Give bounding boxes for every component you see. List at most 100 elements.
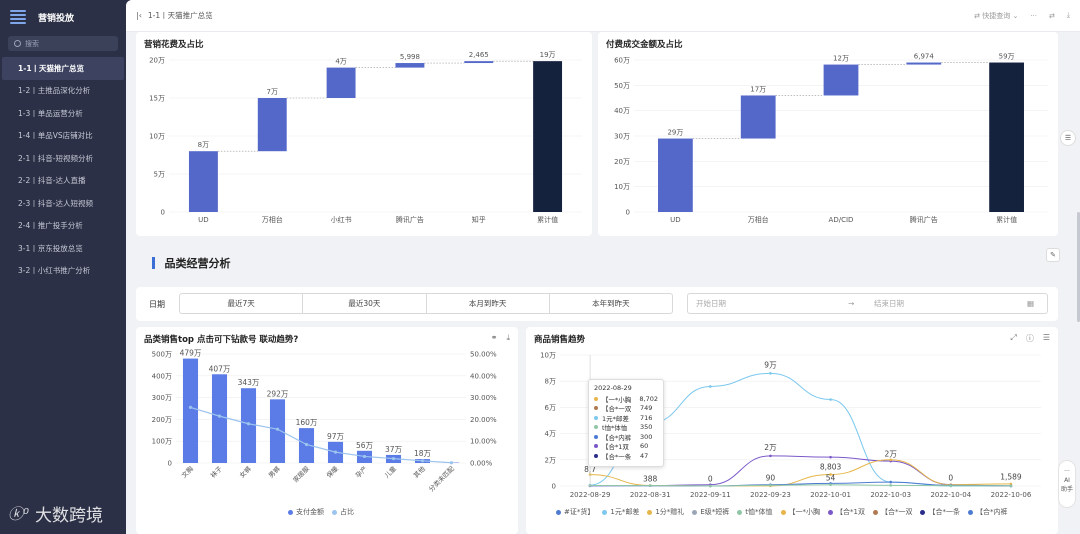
waterfall-bar[interactable] (188, 151, 218, 212)
legend-item[interactable]: E级*短裤 (692, 507, 729, 517)
trend-point[interactable] (1009, 484, 1013, 488)
legend-item[interactable]: 支付金额 (288, 507, 324, 517)
date-preset-option[interactable]: 本月到昨天 (427, 294, 550, 313)
point-value-label: 1,589 (1000, 472, 1022, 481)
waterfall-bar[interactable] (326, 67, 356, 98)
legend-item[interactable]: #证*货】 (556, 507, 594, 517)
pin-icon[interactable]: ✎ (1046, 248, 1060, 262)
legend-item[interactable]: 【一*小胸 (780, 507, 820, 517)
date-preset-option[interactable]: 最近30天 (303, 294, 427, 313)
trend-point[interactable] (709, 385, 712, 388)
share-point[interactable] (275, 427, 280, 431)
share-point[interactable] (362, 454, 367, 459)
calendar-icon[interactable]: ▦ (1027, 299, 1035, 308)
ai-assistant-button[interactable]: ··· AI 助手 (1058, 460, 1076, 508)
trend-point[interactable] (889, 480, 892, 484)
legend-item[interactable]: 【合*内裤 (967, 507, 1007, 517)
tooltip-dot (594, 415, 598, 420)
swap-icon[interactable]: ⇄ (1049, 11, 1055, 20)
point-value-label: 90 (766, 474, 776, 483)
waterfall-bar[interactable] (989, 62, 1024, 213)
sidebar-item[interactable]: 2-1丨抖音-短视频分析 (18, 153, 93, 163)
legend-item[interactable]: t恤*体恤 (737, 507, 773, 517)
trend-point[interactable] (709, 484, 712, 488)
trend-point[interactable] (648, 484, 652, 487)
waterfall-bar[interactable] (533, 61, 563, 212)
sidebar-item[interactable]: 3-1丨京东投放总览 (18, 243, 83, 253)
share-point[interactable] (449, 461, 454, 465)
legend-item[interactable]: 【合*1双 (828, 507, 865, 517)
legend-dot (556, 509, 561, 515)
trend-point[interactable] (829, 483, 832, 486)
trend-point[interactable] (889, 458, 892, 462)
sidebar-item[interactable]: 2-2丨抖音-达人直播 (18, 176, 86, 186)
end-date-input[interactable]: 结束日期 (874, 299, 904, 308)
tooltip-dot (594, 444, 598, 449)
waterfall-bar[interactable] (464, 61, 494, 64)
sidebar-item[interactable]: 2-4丨推广投手分析 (18, 221, 83, 231)
sidebar-item[interactable]: 1-4丨单品VS店铺对比 (18, 131, 93, 141)
waterfall-bar[interactable] (823, 64, 859, 96)
legend-item[interactable]: 1元*邮差 (602, 507, 639, 517)
x-tick-label: 女裤 (237, 464, 253, 480)
sidebar-item[interactable]: 2-3丨抖音-达人短视频 (18, 198, 93, 208)
trend-point[interactable] (829, 398, 832, 401)
sales-bar[interactable] (269, 399, 286, 463)
x-tick-label: 其他 (411, 464, 427, 480)
trend-point[interactable] (829, 455, 832, 459)
trend-point[interactable] (769, 454, 772, 458)
waterfall-bar[interactable] (906, 62, 942, 65)
date-preset-option[interactable]: 最近7天 (180, 294, 304, 313)
share-point[interactable] (246, 422, 251, 426)
waterfall-bar[interactable] (740, 95, 776, 139)
y-tick-label: 0 (626, 209, 630, 217)
panel-toggle-icon[interactable]: ☰ (1060, 130, 1076, 146)
sidebar-item[interactable]: 1-1丨天猫推广总览 (2, 57, 124, 80)
trend-point[interactable] (889, 484, 892, 487)
scrollbar[interactable] (1077, 212, 1080, 322)
start-date-input[interactable]: 开始日期 (696, 299, 726, 308)
quick-query-button[interactable]: ⇄ 快捷查询 ⌄ (974, 11, 1019, 20)
date-range-picker[interactable]: 开始日期 → 结束日期 ▦ (687, 293, 1048, 314)
table-view-icon[interactable]: ☰ (1042, 333, 1050, 342)
fullscreen-icon[interactable]: ⤢ (1010, 333, 1017, 342)
menu-logo-icon[interactable] (10, 10, 26, 24)
legend-item[interactable]: 占比 (332, 507, 354, 517)
sales-bar[interactable] (240, 388, 257, 463)
waterfall-bar[interactable] (658, 138, 693, 212)
export-icon[interactable]: ⤓ (506, 333, 510, 342)
share-point[interactable] (188, 405, 193, 410)
sidebar-item[interactable]: 1-3丨单品运营分析 (18, 108, 83, 118)
waterfall-bar[interactable] (257, 98, 287, 152)
trend-point[interactable] (829, 473, 832, 476)
sales-bar[interactable] (182, 358, 199, 463)
sidebar-item[interactable]: 3-2丨小红书推广分析 (18, 266, 91, 276)
share-point[interactable] (420, 459, 425, 463)
share-point[interactable] (304, 442, 309, 447)
sales-bar[interactable] (211, 374, 228, 463)
collapse-sidebar-icon[interactable]: |‹ (136, 11, 142, 20)
legend-item[interactable]: 1分*赠礼 (647, 507, 684, 517)
tooltip-value: 47 (640, 451, 649, 460)
link-icon[interactable]: ⚭ (490, 333, 498, 342)
more-button[interactable]: ··· (1030, 11, 1038, 20)
waterfall-bar[interactable] (395, 63, 425, 68)
download-icon[interactable]: ⤓ (1066, 11, 1070, 19)
trend-point[interactable] (769, 484, 772, 487)
search-input[interactable]: 搜索 (8, 36, 118, 51)
trend-series-line[interactable] (590, 484, 1011, 487)
share-point[interactable] (391, 457, 396, 461)
left-axis-tick: 0 (168, 460, 172, 468)
trend-point[interactable] (769, 372, 772, 375)
info-icon[interactable]: ⓘ (1025, 334, 1034, 343)
sidebar-item[interactable]: 1-2丨主推品深化分析 (18, 86, 91, 96)
legend-item[interactable]: 【合*一双 (872, 507, 912, 517)
date-preset-option[interactable]: 本年到昨天 (592, 299, 630, 308)
share-point[interactable] (333, 450, 338, 454)
trend-point[interactable] (1009, 482, 1013, 486)
trend-point[interactable] (949, 484, 953, 488)
share-point[interactable] (217, 414, 222, 418)
right-axis-tick: 50.00% (470, 351, 497, 359)
legend-label: 1分*赠礼 (655, 508, 685, 516)
legend-item[interactable]: 【合*一条 (920, 507, 960, 517)
